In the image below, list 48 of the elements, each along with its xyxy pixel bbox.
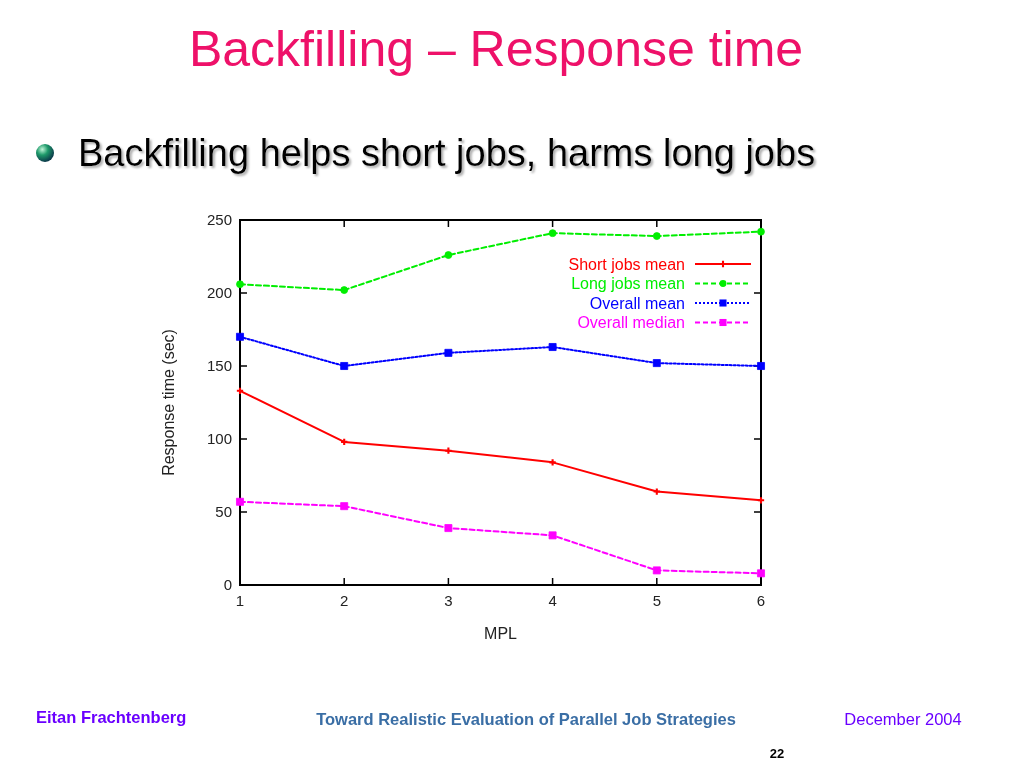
point	[340, 502, 349, 511]
legend-label: Long jobs mean	[571, 275, 685, 293]
point	[652, 359, 661, 368]
y-axis-title: Response time (sec)	[160, 329, 177, 476]
point	[548, 343, 557, 351]
point	[340, 286, 349, 294]
x-tick-label: 5	[652, 592, 661, 609]
text: Eitan Frachtenberg	[36, 708, 187, 726]
point	[757, 569, 765, 578]
point	[236, 387, 244, 394]
x-tick-label: 1	[235, 592, 245, 609]
x-tick-label: 4	[548, 592, 557, 609]
x-tick-label: 6	[756, 592, 766, 609]
point	[653, 488, 660, 495]
y-tick-label: 250	[206, 211, 232, 229]
point	[236, 497, 244, 506]
y-tick-label: 50	[215, 503, 232, 521]
y-tick-label: 0	[223, 576, 232, 594]
point	[444, 348, 453, 357]
point	[757, 362, 765, 370]
point	[549, 459, 556, 466]
chart-title: Backfilling – Response time	[188, 21, 804, 77]
legend-label: Short jobs mean	[568, 255, 685, 273]
point	[548, 229, 557, 238]
chart-subtitle: Backfilling helps short jobs, harms long jobs	[78, 132, 816, 174]
x-tick-label: 2	[340, 592, 349, 609]
text: Toward Realistic Evaluation of Parallel Job Strategies	[316, 710, 736, 728]
point	[444, 251, 453, 259]
y-tick-label: 200	[206, 284, 232, 302]
legend-label: Overall median	[577, 314, 685, 332]
x-axis-title: MPL	[484, 625, 518, 642]
point	[236, 280, 244, 289]
point	[652, 232, 661, 240]
text: 22	[769, 746, 785, 761]
point	[757, 497, 765, 504]
point	[444, 524, 453, 532]
text: December 2004	[844, 710, 962, 728]
x-tick-label: 3	[444, 592, 453, 609]
y-tick-label: 150	[206, 357, 232, 375]
point	[548, 531, 557, 540]
y-tick-label: 100	[206, 430, 232, 448]
point	[340, 362, 349, 370]
point	[445, 447, 452, 454]
point	[757, 227, 765, 236]
point	[236, 332, 244, 341]
point	[652, 566, 661, 575]
legend-label: Overall mean	[589, 294, 685, 312]
point	[341, 438, 348, 446]
